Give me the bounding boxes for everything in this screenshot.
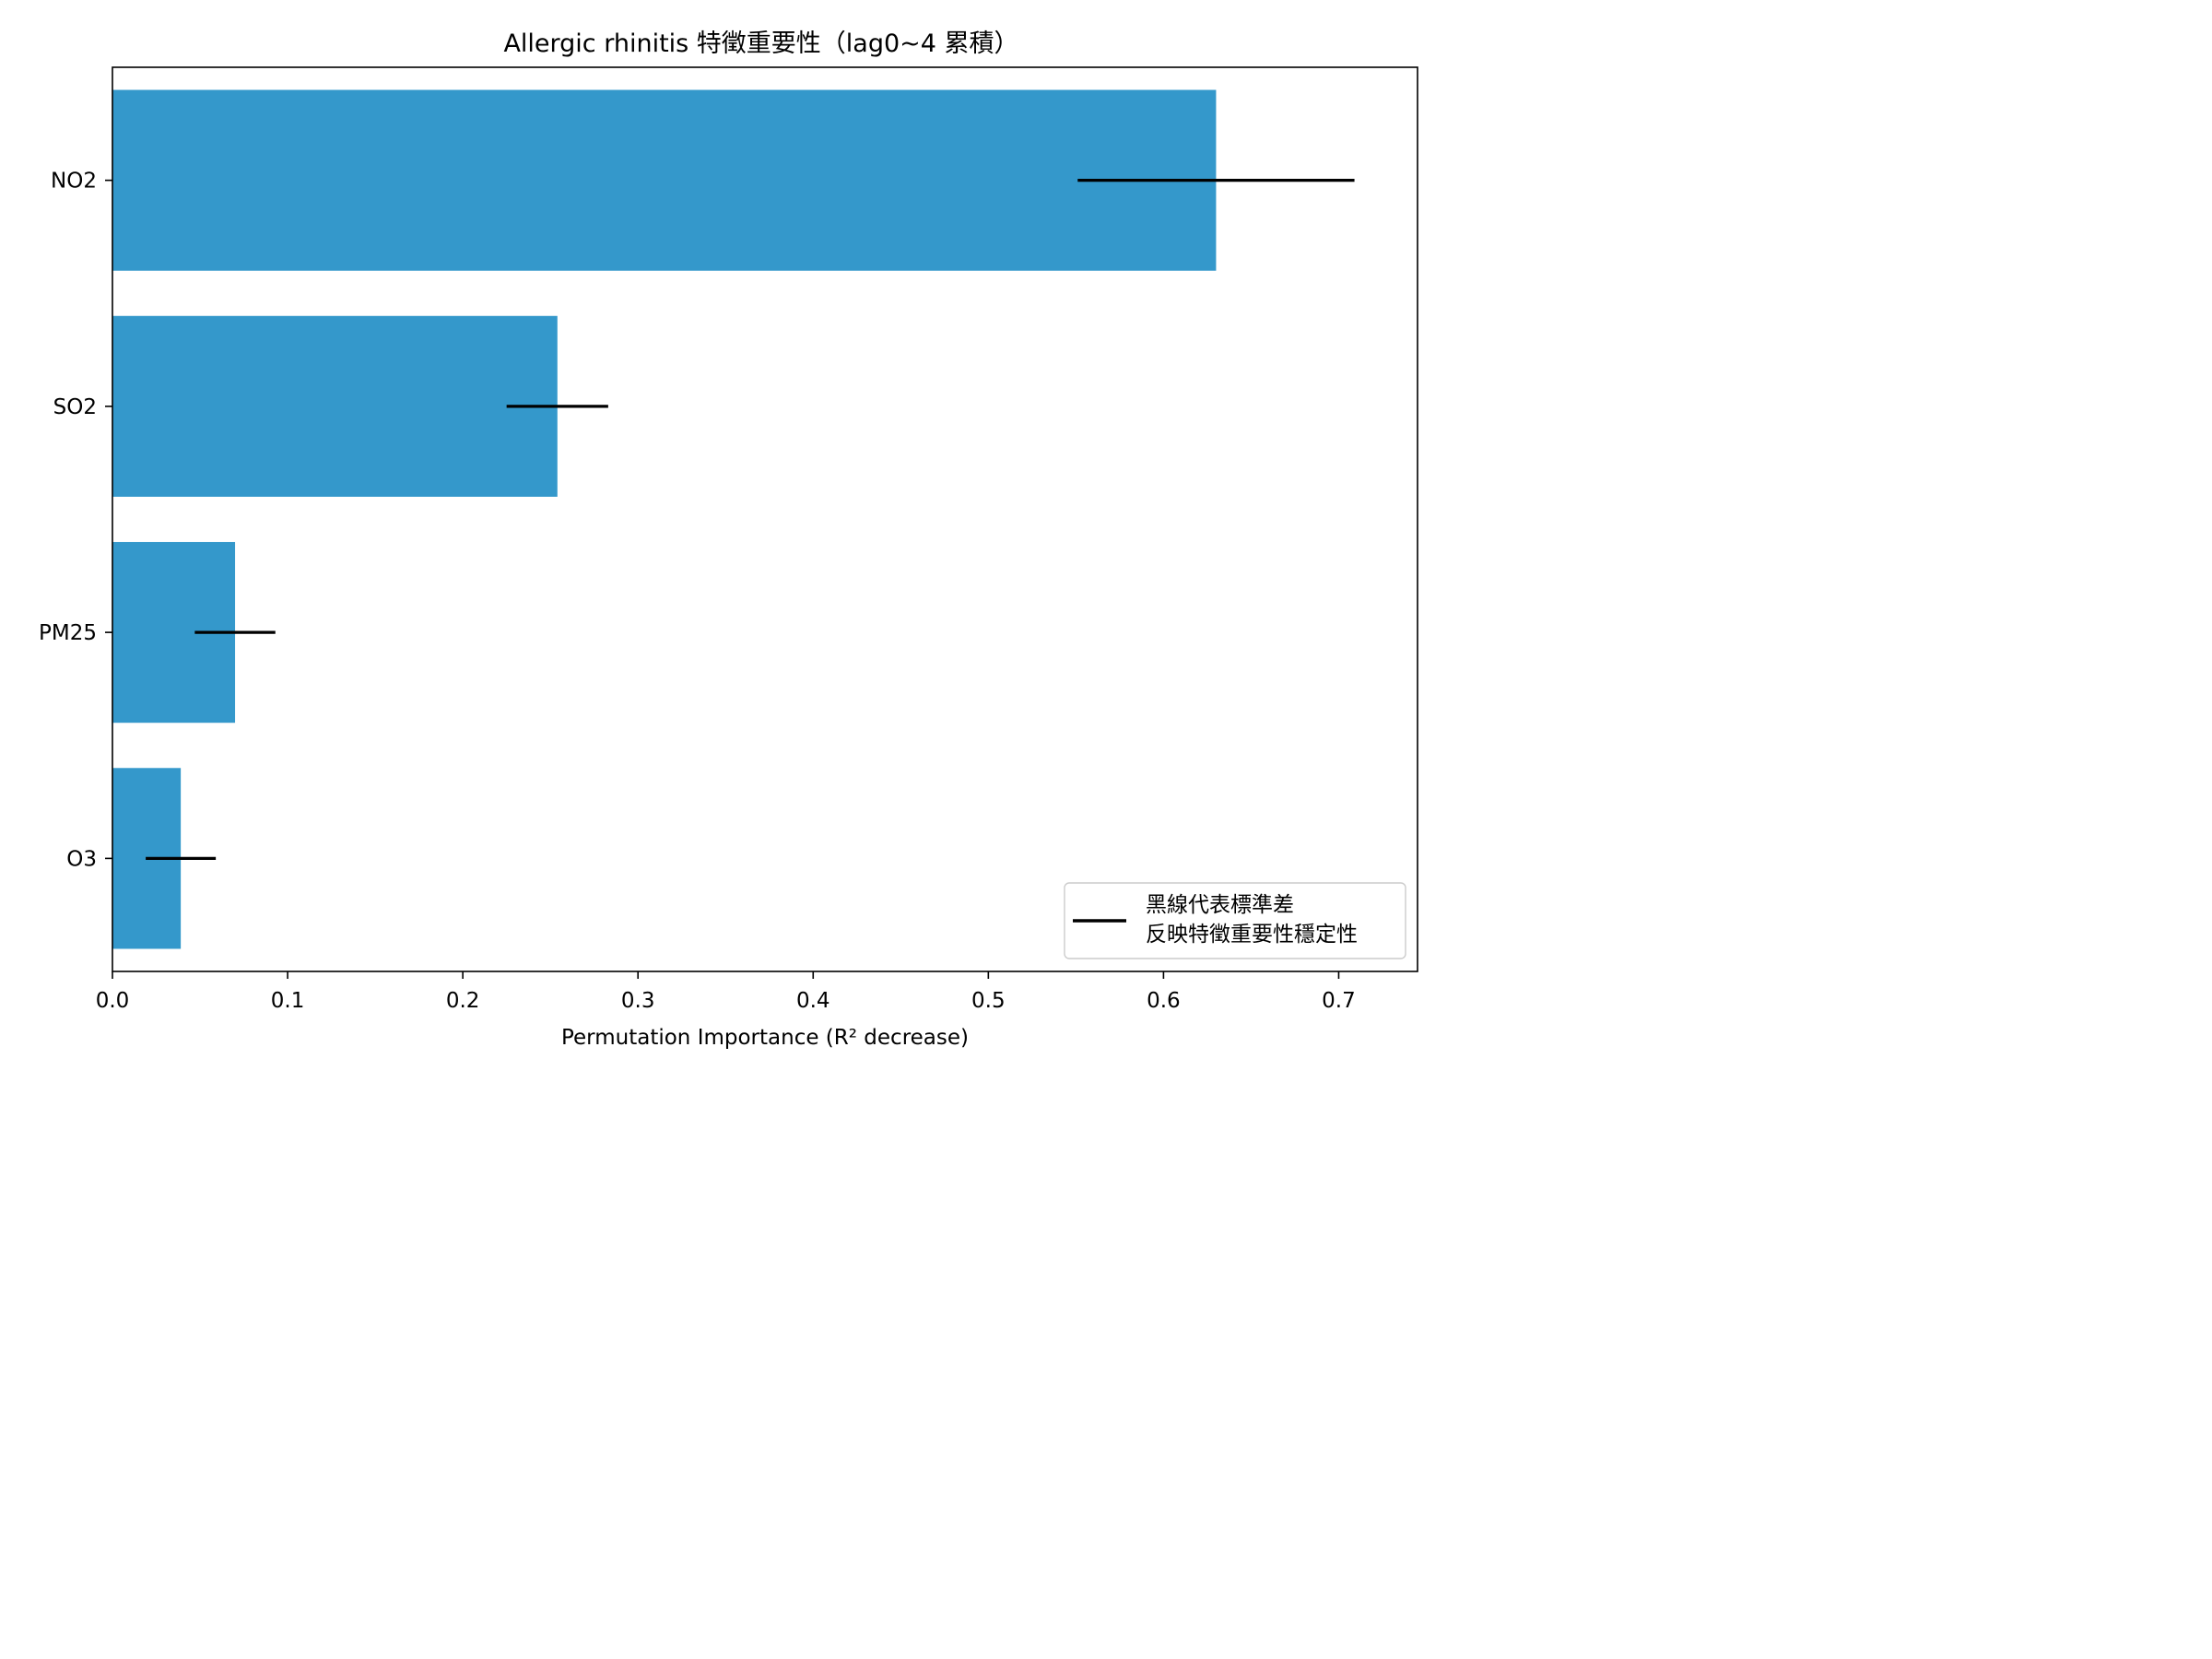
legend-line-1: 黑線代表標準差 — [1146, 893, 1294, 917]
plot-frame — [112, 66, 1418, 972]
x-tick-label: 0.1 — [271, 989, 305, 1013]
bar-no2 — [112, 89, 1217, 271]
x-tick-label: 0.3 — [621, 989, 655, 1013]
y-tick-label-no2: NO2 — [51, 170, 97, 194]
x-tick-label: 0.7 — [1322, 989, 1356, 1013]
y-axis: NO2 SO2 PM25 O3 — [39, 170, 112, 871]
y-tick-label-o3: O3 — [66, 847, 97, 871]
x-tick-label: 0.0 — [96, 989, 130, 1013]
chart-title: Allergic rhinitis 特徵重要性（lag0~4 累積） — [503, 29, 1018, 58]
permutation-importance-chart: Allergic rhinitis 特徵重要性（lag0~4 累積） NO2 SO… — [39, 29, 1418, 1050]
x-tick-label: 0.2 — [446, 989, 480, 1013]
legend-line-2: 反映特徵重要性穩定性 — [1146, 923, 1358, 947]
legend: 黑線代表標準差 反映特徵重要性穩定性 — [1064, 882, 1406, 959]
x-tick-label: 0.5 — [971, 989, 1006, 1013]
bars-group — [112, 89, 1217, 949]
x-axis-title: Permutation Importance (R² decrease) — [561, 1026, 969, 1050]
y-tick-label-so2: SO2 — [53, 395, 97, 419]
bar-so2 — [112, 315, 558, 497]
legend-box — [1064, 882, 1406, 959]
x-tick-label: 0.4 — [796, 989, 830, 1013]
error-bars-group — [146, 179, 1355, 860]
x-axis: 0.0 0.1 0.2 0.3 0.4 0.5 0.6 0.7 — [96, 971, 1356, 1013]
x-tick-label: 0.6 — [1147, 989, 1181, 1013]
y-tick-label-pm25: PM25 — [39, 621, 97, 645]
